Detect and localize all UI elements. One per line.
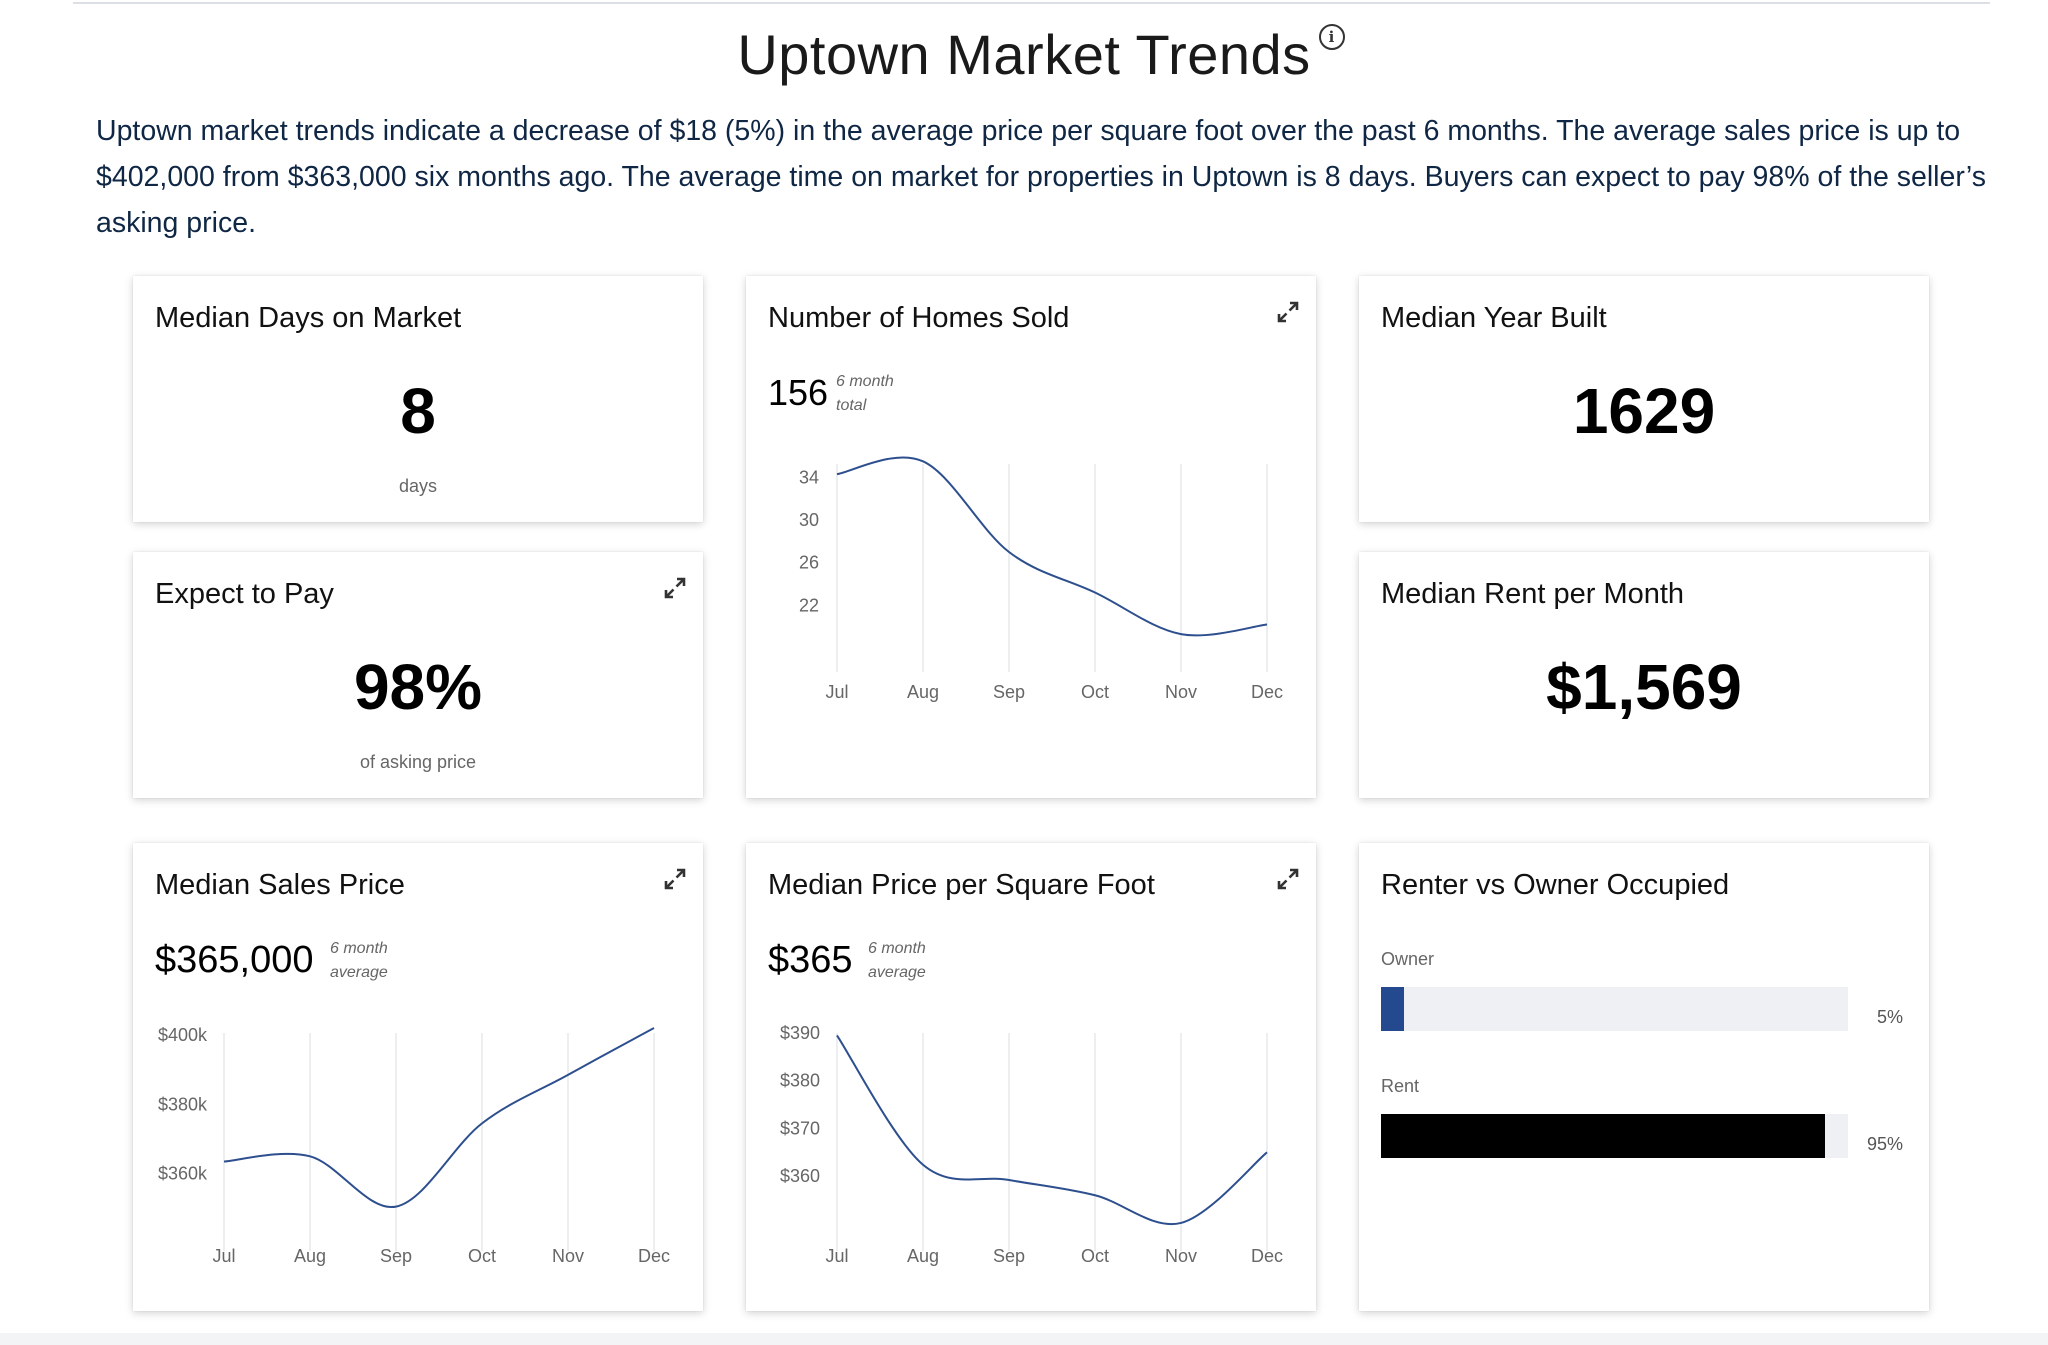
top-divider	[73, 2, 1990, 4]
y-tick-label: $380	[780, 1071, 820, 1091]
page-title-text: Uptown Market Trends	[737, 23, 1311, 86]
homes-sold-card: Number of Homes Sold 156 6 month total J…	[746, 276, 1316, 798]
series-line	[223, 1027, 655, 1208]
y-tick-label: 22	[799, 595, 819, 615]
rent-per-month-card: Median Rent per Month $1,569	[1359, 552, 1929, 798]
sales-price-card: Median Sales Price $365,000 6 month aver…	[133, 843, 703, 1311]
x-tick-label: Sep	[993, 682, 1025, 702]
sales-price-value: $365,000	[155, 939, 314, 981]
page-header: Uptown Market Trends i	[0, 22, 2048, 87]
card-title: Number of Homes Sold	[768, 302, 1070, 334]
rent-label: Rent	[1381, 1076, 1420, 1096]
rent-per-month-value: $1,569	[1546, 651, 1742, 723]
x-tick-label: Jul	[825, 682, 848, 702]
homes-sold-value: 156	[768, 372, 829, 413]
sales-price-chart: Jul Aug Sep Oct Nov Dec $360k $380k $400k	[158, 1025, 670, 1266]
card-title: Expect to Pay	[155, 578, 334, 610]
card-title: Renter vs Owner Occupied	[1381, 869, 1730, 901]
y-tick-label: 26	[799, 553, 819, 573]
year-built-value: 1629	[1572, 375, 1716, 447]
y-tick-label: $390	[780, 1023, 820, 1043]
x-tick-label: Oct	[1081, 682, 1109, 702]
y-tick-label: $370	[780, 1118, 820, 1138]
year-built-card: Median Year Built 1629	[1359, 276, 1929, 522]
x-tick-label: Nov	[1165, 682, 1197, 702]
price-per-sqft-card: Median Price per Square Foot $365 6 mont…	[746, 843, 1316, 1311]
price-per-sqft-note: 6 month average	[868, 940, 926, 981]
days-on-market-card: Median Days on Market 8 days	[133, 276, 703, 522]
y-tick-label: $400k	[158, 1025, 208, 1045]
expand-icon[interactable]	[1276, 867, 1300, 891]
expand-icon[interactable]	[663, 576, 687, 600]
y-tick-label: $360	[780, 1166, 820, 1186]
x-tick-label: Oct	[468, 1246, 496, 1266]
info-icon[interactable]: i	[1318, 24, 1345, 50]
rent-bar-track	[1381, 1114, 1848, 1158]
x-tick-label: Sep	[993, 1246, 1025, 1266]
rent-bar	[1381, 1114, 1825, 1158]
x-tick-label: Aug	[294, 1246, 326, 1266]
owner-bar-track	[1381, 987, 1848, 1031]
sales-price-note: 6 month average	[330, 940, 388, 981]
expand-icon[interactable]	[1276, 300, 1300, 324]
series-line	[836, 456, 1268, 637]
days-unit-label: days	[398, 476, 438, 496]
x-tick-label: Nov	[552, 1246, 584, 1266]
card-title: Median Price per Square Foot	[768, 869, 1155, 901]
asking-price-label: of asking price	[359, 752, 477, 772]
y-tick-label: $360k	[158, 1164, 208, 1184]
x-tick-label: Dec	[1251, 682, 1283, 702]
y-tick-label: 30	[799, 510, 819, 530]
x-tick-label: Aug	[907, 1246, 939, 1266]
owner-percent: 5%	[1876, 1007, 1903, 1027]
price-per-sqft-value: $365	[768, 939, 853, 981]
series-line	[836, 1034, 1268, 1226]
x-tick-label: Jul	[212, 1246, 235, 1266]
expect-to-pay-card: Expect to Pay 98% of asking price	[133, 552, 703, 798]
price-per-sqft-chart: Jul Aug Sep Oct Nov Dec $360 $370 $380 $390	[780, 1023, 1283, 1266]
y-tick-label: 34	[799, 467, 819, 487]
renter-owner-card: Renter vs Owner Occupied Owner 5% Rent 9…	[1359, 843, 1929, 1311]
x-tick-label: Aug	[907, 682, 939, 702]
x-tick-label: Oct	[1081, 1246, 1109, 1266]
expand-icon[interactable]	[663, 867, 687, 891]
owner-label: Owner	[1381, 949, 1435, 969]
y-tick-label: $380k	[158, 1094, 208, 1114]
x-tick-label: Nov	[1165, 1246, 1197, 1266]
x-tick-label: Dec	[1251, 1246, 1283, 1266]
rent-percent: 95%	[1866, 1134, 1903, 1154]
card-title: Median Year Built	[1381, 302, 1607, 334]
page-footer-band	[0, 1333, 2048, 1345]
homes-sold-note: 6 month total	[836, 373, 894, 414]
x-tick-label: Jul	[825, 1246, 848, 1266]
card-title: Median Days on Market	[155, 302, 462, 334]
market-summary: Uptown market trends indicate a decrease…	[96, 115, 1986, 239]
card-title: Median Sales Price	[155, 869, 405, 901]
page-title: Uptown Market Trends i	[737, 22, 1345, 87]
expect-to-pay-value: 98%	[353, 651, 483, 723]
owner-bar	[1381, 987, 1405, 1031]
card-title: Median Rent per Month	[1381, 578, 1685, 610]
homes-sold-chart: Jul Aug Sep Oct Nov Dec 22 26 30 34	[799, 456, 1283, 702]
days-on-market-value: 8	[400, 375, 436, 447]
x-tick-label: Sep	[380, 1246, 412, 1266]
x-tick-label: Dec	[638, 1246, 670, 1266]
